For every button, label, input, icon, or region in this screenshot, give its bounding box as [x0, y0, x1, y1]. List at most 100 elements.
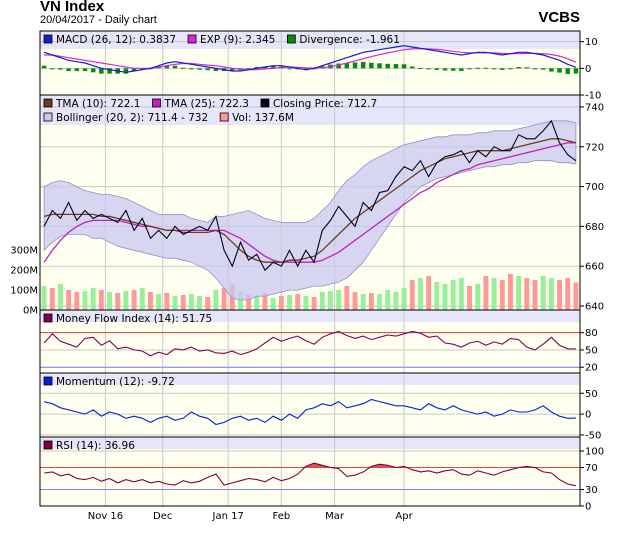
divergence-bar: [540, 68, 546, 70]
divergence-bar: [434, 68, 440, 70]
rsi-overbought-fill: [297, 466, 306, 468]
volume-bar: [246, 294, 252, 310]
volume-bar: [164, 293, 170, 310]
tma25-line: [43, 142, 576, 263]
divergence-bar: [82, 68, 88, 71]
volume-bar: [58, 284, 63, 310]
volume-bar: [434, 282, 440, 310]
volume-bar: [262, 293, 268, 310]
macd-legend-label: MACD (26, 12): 0.3837: [56, 34, 176, 46]
macd-legend-swatch: [187, 34, 197, 44]
divergence-bar: [41, 65, 47, 69]
price-legend-bg: [40, 95, 580, 125]
volume-bar: [508, 274, 513, 310]
macd-legend-swatch: [286, 34, 296, 44]
volume-bar: [41, 286, 47, 310]
divergence-bar: [508, 68, 513, 70]
price-y-tick-label: 680: [585, 222, 604, 233]
volume-tick-label: 200M: [10, 266, 38, 277]
macd-y-tick-label: -10: [585, 91, 601, 102]
volume-bar: [524, 278, 530, 310]
volume-bar: [442, 284, 448, 310]
divergence-bar: [205, 68, 210, 71]
volume-bar: [319, 292, 325, 310]
divergence-bar: [344, 63, 350, 69]
rsi-y-tick-label: 30: [585, 485, 598, 496]
divergence-bar: [401, 64, 407, 69]
divergence-bar: [491, 68, 497, 70]
volume-bar: [278, 296, 284, 310]
volume-bar: [287, 295, 292, 310]
rsi-y-tick-label: 100: [585, 447, 604, 458]
volume-bar: [197, 296, 202, 310]
volume-bar: [426, 276, 432, 310]
broker-label: VCBS: [538, 9, 580, 26]
momentum-legend-label: Momentum (12): -9.72: [56, 376, 175, 388]
rsi-y-tick-label: 0: [585, 502, 591, 513]
divergence-bar: [156, 67, 161, 69]
price-legend-label: Vol: 137.6M: [232, 112, 294, 124]
volume-bar: [205, 297, 211, 310]
closing-price-line: [43, 119, 577, 272]
x-tick-label: Nov 16: [88, 511, 123, 522]
rsi-y-tick-label: 70: [585, 463, 598, 474]
volume-bar: [311, 297, 317, 310]
volume-bar: [565, 278, 571, 310]
divergence-bar: [287, 68, 292, 70]
volume-bar: [148, 292, 153, 310]
macd-legend-bg: [40, 31, 580, 49]
volume-bar: [180, 295, 186, 310]
rsi-panel-border: [39, 436, 581, 507]
divergence-bar: [107, 68, 112, 74]
divergence-bar: [483, 67, 489, 69]
divergence-bar: [197, 68, 202, 70]
volume-bar: [377, 294, 382, 310]
volume-bar: [66, 290, 72, 310]
volume-bar: [188, 294, 194, 310]
rsi-legend-swatch: [43, 440, 53, 450]
volume-bar: [98, 290, 104, 310]
divergence-bar: [500, 68, 505, 70]
volume-bar: [74, 292, 80, 310]
bollinger-band: [43, 120, 577, 301]
volume-bar: [82, 291, 88, 310]
volume-bar: [328, 291, 333, 310]
x-tick-label: Jan 17: [212, 511, 244, 522]
price-legend-swatch: [260, 98, 270, 108]
momentum-y-tick-label: 0: [585, 410, 591, 421]
divergence-bar: [369, 62, 374, 69]
volume-bar: [115, 293, 121, 310]
volume-bar: [458, 278, 464, 310]
divergence-bar: [385, 63, 390, 69]
divergence-bar: [58, 68, 63, 70]
divergence-bar: [336, 63, 341, 69]
mfi-line: [43, 330, 576, 357]
rsi-line: [44, 462, 577, 487]
divergence-bar: [164, 65, 170, 69]
divergence-bar: [557, 68, 562, 73]
volume-bar: [548, 278, 554, 310]
macd-y-tick-label: 0: [585, 64, 591, 75]
volume-tick-label: 300M: [10, 246, 38, 257]
macd-legend-label: EXP (9): 2.345: [200, 34, 275, 46]
volume-bar: [540, 276, 546, 310]
divergence-bar: [90, 68, 96, 73]
chart-title: VN Index: [40, 0, 105, 15]
rsi-legend-bg: [40, 437, 580, 449]
momentum-legend-bg: [40, 373, 580, 385]
macd-legend-swatch: [43, 34, 53, 44]
volume-bar: [90, 288, 96, 310]
volume-bar: [409, 280, 415, 310]
divergence-bar: [549, 68, 554, 72]
volume-bar: [156, 294, 162, 310]
volume-bar: [418, 278, 423, 310]
divergence-bar: [213, 68, 219, 71]
divergence-bar: [189, 68, 194, 70]
volume-bar: [107, 292, 112, 310]
volume-bar: [475, 284, 481, 310]
mfi-y-tick-label: 20: [585, 363, 598, 374]
divergence-bar: [410, 66, 415, 69]
volume-bar: [491, 278, 497, 310]
volume-bar: [401, 288, 407, 310]
divergence-bar: [573, 68, 579, 74]
